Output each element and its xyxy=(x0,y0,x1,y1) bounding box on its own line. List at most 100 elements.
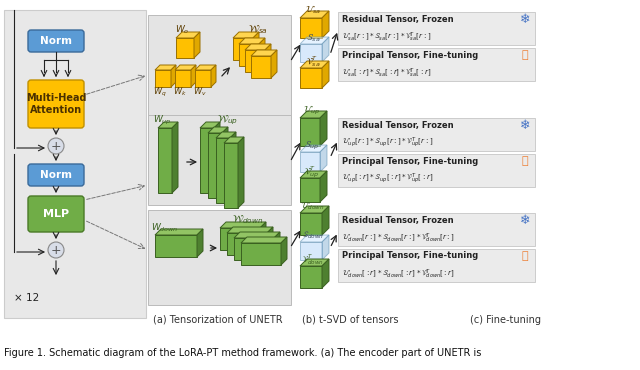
Text: Residual Tensor, Frozen: Residual Tensor, Frozen xyxy=(342,215,454,225)
Polygon shape xyxy=(300,61,329,68)
Bar xyxy=(227,233,267,255)
Polygon shape xyxy=(271,50,277,78)
Bar xyxy=(158,128,172,193)
Bar xyxy=(338,118,535,151)
Polygon shape xyxy=(214,122,220,193)
Bar xyxy=(208,133,222,198)
Bar xyxy=(251,56,271,78)
Polygon shape xyxy=(155,229,203,235)
Text: +: + xyxy=(51,243,61,256)
Text: Figure 1. Schematic diagram of the LoRA-PT method framework. (a) The encoder par: Figure 1. Schematic diagram of the LoRA-… xyxy=(4,348,481,358)
Text: +: + xyxy=(51,139,61,152)
Polygon shape xyxy=(241,237,287,243)
Polygon shape xyxy=(195,65,216,70)
Polygon shape xyxy=(208,127,228,133)
FancyBboxPatch shape xyxy=(28,80,84,128)
Text: 🔥: 🔥 xyxy=(522,251,528,261)
Bar xyxy=(300,152,320,172)
Bar xyxy=(200,128,214,193)
Text: ❄: ❄ xyxy=(520,213,531,226)
Polygon shape xyxy=(300,11,329,18)
Polygon shape xyxy=(227,227,273,233)
Text: $\mathcal{U}_{sa}[r:]*\mathcal{S}_{sa}[r:]*\mathcal{V}_{sa}^T[r:]$: $\mathcal{U}_{sa}[r:]*\mathcal{S}_{sa}[r… xyxy=(342,30,431,44)
Text: $\mathcal{S}_{sa}$: $\mathcal{S}_{sa}$ xyxy=(306,32,320,44)
Text: × 12: × 12 xyxy=(14,293,39,303)
Polygon shape xyxy=(320,145,327,172)
Polygon shape xyxy=(171,65,176,87)
Polygon shape xyxy=(274,232,280,260)
Text: $\mathcal{V}_{up}^T$: $\mathcal{V}_{up}^T$ xyxy=(304,164,320,180)
Text: $W_o$: $W_o$ xyxy=(175,24,189,36)
Text: $W_{down}$: $W_{down}$ xyxy=(151,222,179,234)
Text: $\mathcal{U}_{up}$: $\mathcal{U}_{up}$ xyxy=(303,104,321,117)
Bar xyxy=(224,143,238,208)
Text: (b) t-SVD of tensors: (b) t-SVD of tensors xyxy=(301,315,398,325)
Bar xyxy=(300,18,322,38)
Text: Principal Tensor, Fine-tuning: Principal Tensor, Fine-tuning xyxy=(342,252,478,260)
Polygon shape xyxy=(172,122,178,193)
Text: Multi-Head: Multi-Head xyxy=(26,93,86,103)
Polygon shape xyxy=(220,222,266,228)
Bar xyxy=(300,242,322,260)
Text: $\mathcal{V}_{sa}^T$: $\mathcal{V}_{sa}^T$ xyxy=(306,54,320,70)
Text: $\mathcal{W}_{up}$: $\mathcal{W}_{up}$ xyxy=(216,113,237,127)
Bar xyxy=(338,48,535,81)
Bar xyxy=(300,44,322,62)
Bar xyxy=(148,15,291,125)
Bar xyxy=(300,68,322,88)
Bar xyxy=(216,138,230,203)
Text: MLP: MLP xyxy=(43,209,69,219)
Text: $\mathcal{U}_{sa}[:r]*\mathcal{S}_{sa}[:r]*\mathcal{V}_{sa}^T[:r]$: $\mathcal{U}_{sa}[:r]*\mathcal{S}_{sa}[:… xyxy=(342,66,431,80)
Text: $\mathcal{W}_{sa}$: $\mathcal{W}_{sa}$ xyxy=(248,24,268,36)
Bar xyxy=(155,235,197,257)
Bar xyxy=(338,154,535,187)
Polygon shape xyxy=(300,235,329,242)
Bar xyxy=(300,266,322,288)
Polygon shape xyxy=(267,227,273,255)
Bar xyxy=(245,50,265,72)
Text: Principal Tensor, Fine-tuning: Principal Tensor, Fine-tuning xyxy=(342,157,478,165)
Text: $\mathcal{U}_{up}[r:]*\mathcal{S}_{up}[r:]*\mathcal{V}_{up}^T[r:]$: $\mathcal{U}_{up}[r:]*\mathcal{S}_{up}[r… xyxy=(342,136,433,150)
Polygon shape xyxy=(230,132,236,203)
Text: $\mathcal{W}_{down}$: $\mathcal{W}_{down}$ xyxy=(232,213,264,226)
Text: Residual Tensor, Frozen: Residual Tensor, Frozen xyxy=(342,121,454,130)
Polygon shape xyxy=(300,259,329,266)
Polygon shape xyxy=(158,122,178,128)
Polygon shape xyxy=(191,65,196,87)
Polygon shape xyxy=(320,171,327,202)
Polygon shape xyxy=(322,235,329,260)
Bar xyxy=(338,12,535,45)
Polygon shape xyxy=(322,259,329,288)
Polygon shape xyxy=(176,32,200,38)
Polygon shape xyxy=(265,44,271,72)
Text: $W_k$: $W_k$ xyxy=(173,86,187,98)
Text: Norm: Norm xyxy=(40,170,72,180)
Polygon shape xyxy=(253,32,259,60)
Text: $W_v$: $W_v$ xyxy=(193,86,207,98)
Text: $W_q$: $W_q$ xyxy=(153,85,167,98)
Bar xyxy=(148,115,291,205)
Polygon shape xyxy=(222,127,228,198)
Text: $\mathcal{S}_{down}$: $\mathcal{S}_{down}$ xyxy=(302,229,324,241)
Bar xyxy=(175,70,191,87)
FancyBboxPatch shape xyxy=(28,196,84,232)
Text: 🔥: 🔥 xyxy=(522,156,528,166)
Circle shape xyxy=(48,242,64,258)
Text: Principal Tensor, Fine-tuning: Principal Tensor, Fine-tuning xyxy=(342,50,478,60)
Polygon shape xyxy=(234,232,280,238)
Polygon shape xyxy=(251,50,277,56)
Bar xyxy=(239,44,259,66)
Polygon shape xyxy=(322,11,329,38)
Polygon shape xyxy=(322,61,329,88)
Text: ❄: ❄ xyxy=(520,13,531,26)
Bar xyxy=(155,70,171,87)
Text: ❄: ❄ xyxy=(520,118,531,131)
Polygon shape xyxy=(155,65,176,70)
Polygon shape xyxy=(239,38,265,44)
Polygon shape xyxy=(260,222,266,250)
Circle shape xyxy=(48,138,64,154)
Polygon shape xyxy=(300,206,329,213)
Bar xyxy=(338,249,535,282)
FancyBboxPatch shape xyxy=(28,164,84,186)
Bar xyxy=(176,38,194,58)
